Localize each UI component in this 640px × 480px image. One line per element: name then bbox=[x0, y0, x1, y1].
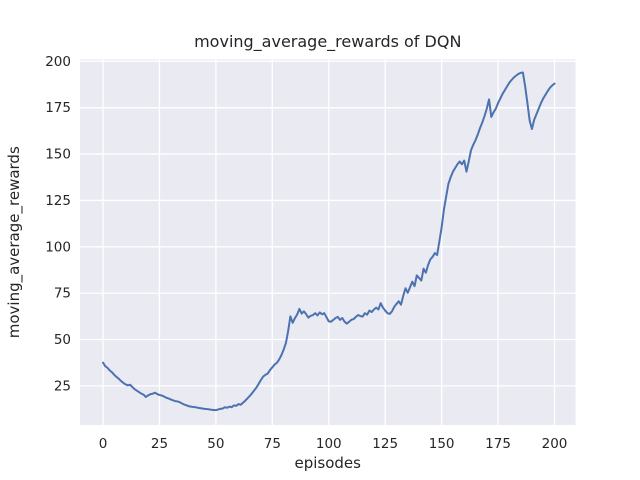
x-tick-label: 150 bbox=[429, 436, 455, 452]
chart-title: moving_average_rewards of DQN bbox=[194, 32, 461, 52]
gridlines bbox=[80, 59, 576, 425]
y-axis-label: moving_average_rewards bbox=[5, 146, 24, 338]
y-tick-label: 50 bbox=[54, 332, 71, 348]
axes-background bbox=[80, 59, 576, 425]
y-tick-label: 150 bbox=[45, 147, 71, 163]
x-tick-label: 175 bbox=[485, 436, 511, 452]
y-tick-label: 125 bbox=[45, 193, 71, 209]
x-tick-label: 100 bbox=[316, 436, 342, 452]
y-tick-label: 200 bbox=[45, 54, 71, 70]
x-tick-label: 200 bbox=[542, 436, 568, 452]
y-tick-labels: 25 50 75 100 125 150 175 200 bbox=[45, 54, 71, 395]
y-tick-label: 25 bbox=[54, 378, 71, 394]
x-tick-label: 125 bbox=[372, 436, 398, 452]
x-tick-labels: 0 25 50 75 100 125 150 175 200 bbox=[99, 436, 568, 452]
x-axis-label: episodes bbox=[295, 454, 362, 472]
x-tick-label: 50 bbox=[207, 436, 224, 452]
x-tick-label: 0 bbox=[99, 436, 108, 452]
y-tick-label: 175 bbox=[45, 100, 71, 116]
x-tick-label: 75 bbox=[264, 436, 281, 452]
x-tick-label: 25 bbox=[151, 436, 168, 452]
y-tick-label: 100 bbox=[45, 239, 71, 255]
dqn-reward-line bbox=[102, 71, 556, 412]
y-tick-label: 75 bbox=[54, 286, 71, 302]
